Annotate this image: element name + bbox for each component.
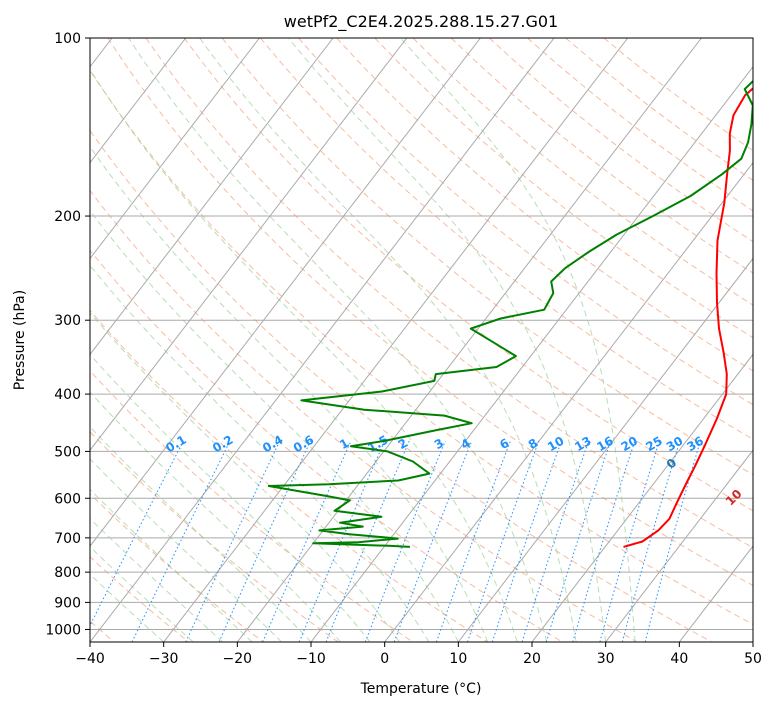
y-tick-label: 900 [54,595,81,611]
y-tick-label: 400 [54,387,81,403]
x-tick-label: −30 [149,651,179,667]
x-tick-label: 30 [597,651,615,667]
y-tick-label: 600 [54,491,81,507]
x-tick-label: 0 [380,651,389,667]
x-axis-label: Temperature (°C) [360,681,482,697]
y-tick-label: 200 [54,209,81,225]
x-tick-label: 10 [449,651,467,667]
chart-title: wetPf2_C2E4.2025.288.15.27.G01 [284,12,558,32]
x-tick-label: 50 [744,651,762,667]
y-tick-label: 100 [54,31,81,47]
x-tick-label: −10 [296,651,326,667]
y-tick-label: 800 [54,565,81,581]
y-axis-label: Pressure (hPa) [12,290,28,390]
x-tick-label: −20 [223,651,253,667]
y-tick-label: 300 [54,313,81,329]
x-tick-label: 40 [670,651,688,667]
x-tick-label: −40 [75,651,105,667]
y-tick-label: 500 [54,444,81,460]
y-tick-label: 1000 [45,622,81,638]
y-tick-label: 700 [54,531,81,547]
x-tick-label: 20 [523,651,541,667]
